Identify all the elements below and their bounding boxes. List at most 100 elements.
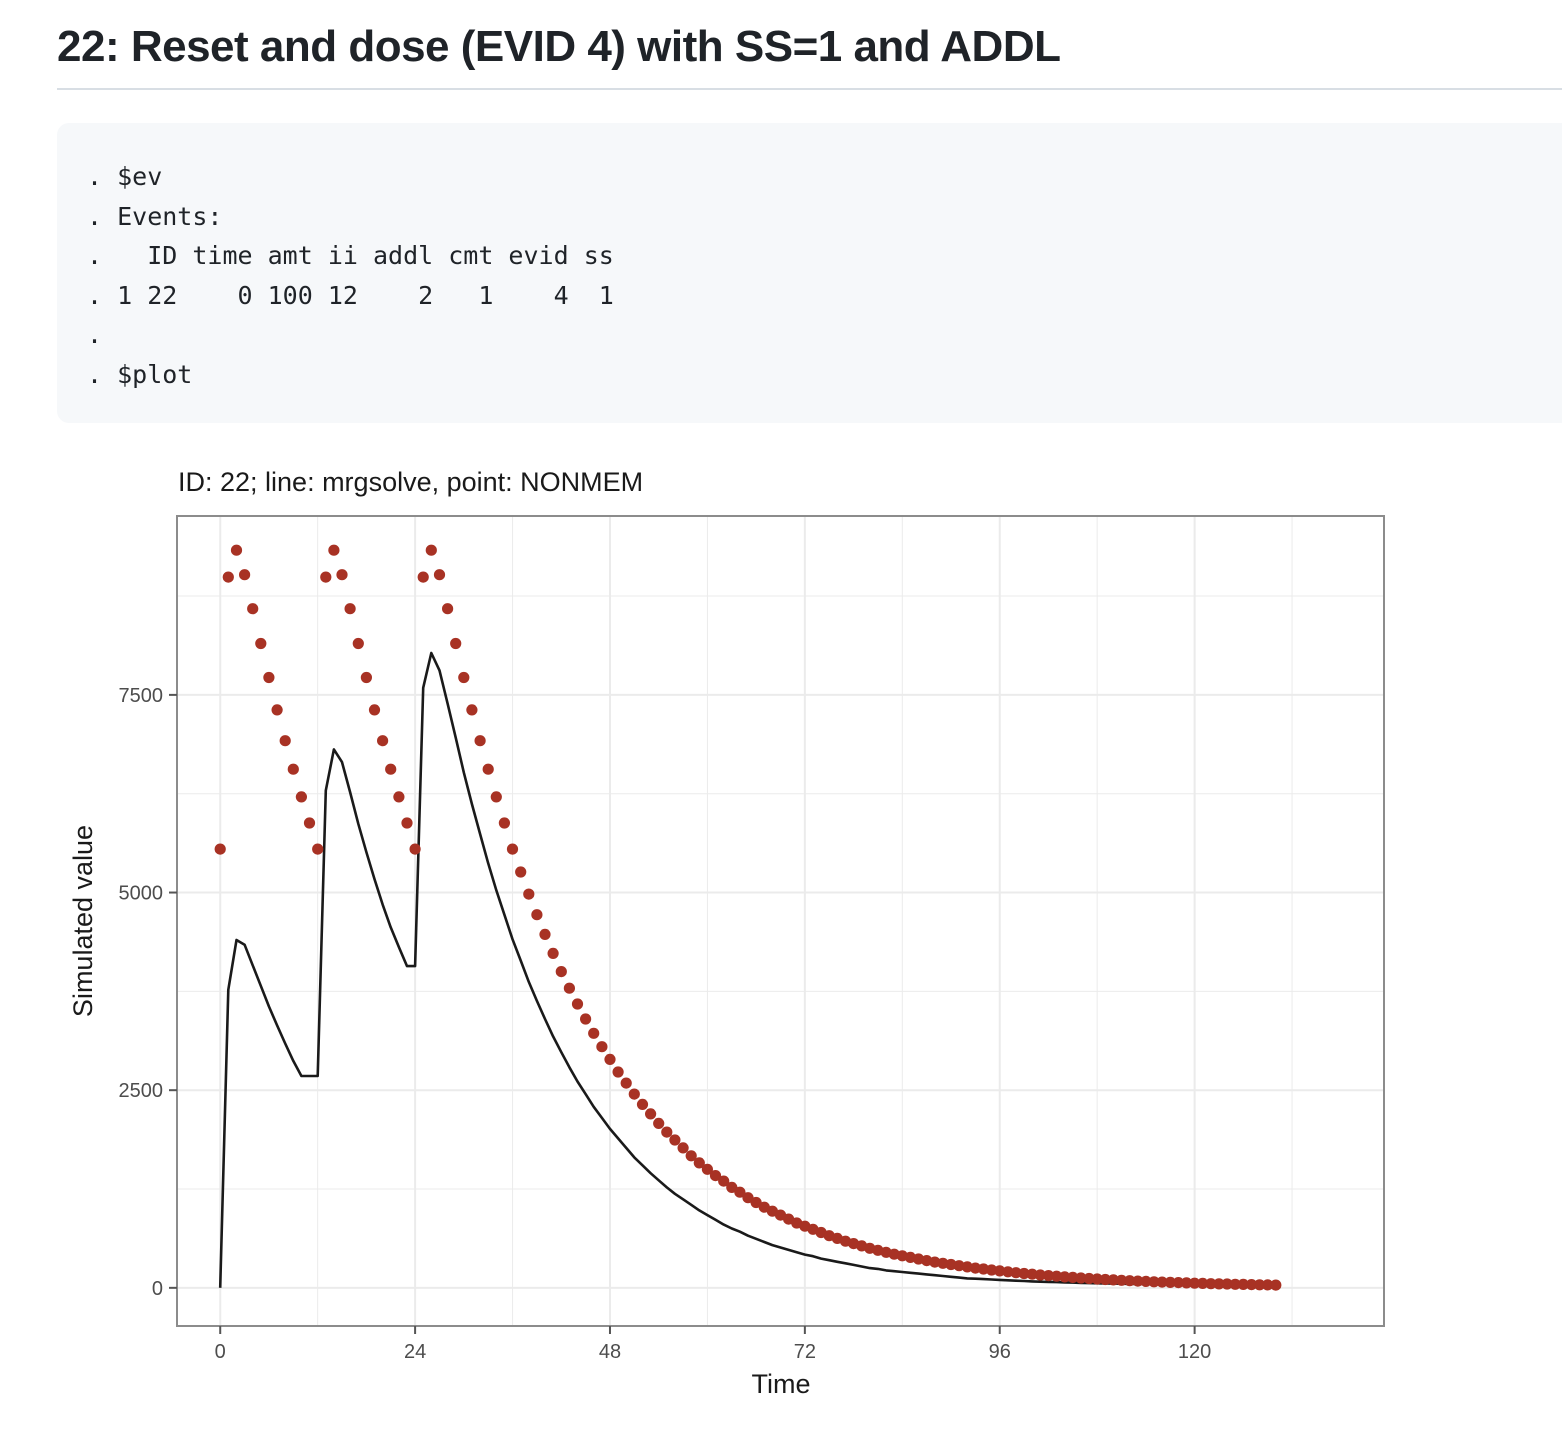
nonmem-point [303, 817, 316, 829]
y-tick-label: 7500 [119, 685, 164, 707]
nonmem-point [1067, 1271, 1079, 1283]
nonmem-point [986, 1264, 998, 1276]
nonmem-point [693, 1157, 705, 1169]
code-line: . 1 22 0 100 12 2 1 4 1 [87, 280, 614, 310]
nonmem-point [1172, 1277, 1184, 1289]
nonmem-point [214, 843, 226, 855]
nonmem-point [490, 791, 502, 803]
nonmem-point [604, 1053, 616, 1065]
nonmem-point [401, 817, 413, 829]
nonmem-point [312, 843, 324, 855]
y-tick-label: 0 [152, 1278, 163, 1300]
x-tick-label: 0 [215, 1341, 226, 1363]
nonmem-point [498, 817, 510, 829]
nonmem-point [1180, 1277, 1193, 1289]
nonmem-point [1010, 1267, 1022, 1279]
nonmem-point [1042, 1270, 1055, 1282]
nonmem-point [571, 998, 584, 1010]
nonmem-point [1002, 1266, 1014, 1278]
code-line: . [87, 320, 103, 350]
nonmem-point [368, 704, 381, 716]
nonmem-point [718, 1175, 730, 1187]
nonmem-point [263, 671, 275, 684]
nonmem-points-layer [214, 544, 1282, 1291]
nonmem-point [1115, 1274, 1128, 1286]
y-tick-label: 5000 [119, 883, 164, 905]
nonmem-point [1229, 1278, 1241, 1290]
nonmem-point [1156, 1276, 1168, 1288]
nonmem-point [636, 1098, 649, 1110]
nonmem-point [661, 1126, 673, 1138]
nonmem-point [271, 704, 283, 716]
code-output-block: . $ev . Events: . ID time amt ii addl cm… [57, 123, 1562, 423]
nonmem-point [328, 544, 340, 556]
nonmem-point [287, 763, 299, 775]
nonmem-point [653, 1117, 665, 1129]
nonmem-point [750, 1196, 762, 1209]
nonmem-point [247, 603, 259, 615]
y-tick-label: 2500 [119, 1080, 164, 1102]
nonmem-point [1270, 1279, 1282, 1291]
nonmem-point [352, 637, 364, 650]
nonmem-point [425, 544, 437, 556]
nonmem-point [1026, 1268, 1038, 1280]
nonmem-point [1107, 1274, 1119, 1286]
nonmem-point [1237, 1278, 1249, 1290]
nonmem-point [563, 982, 576, 994]
nonmem-point [677, 1142, 689, 1154]
code-output: . $ev . Events: . ID time amt ii addl cm… [87, 157, 1562, 395]
nonmem-point [523, 888, 535, 900]
chart-title: ID: 22; line: mrgsolve, point: NONMEM [178, 467, 643, 497]
x-tick-label: 120 [1178, 1341, 1211, 1363]
nonmem-point [1083, 1272, 1095, 1285]
nonmem-point [709, 1170, 722, 1182]
nonmem-point [596, 1041, 608, 1053]
nonmem-point [336, 569, 348, 581]
nonmem-point [458, 671, 470, 684]
nonmem-point [409, 843, 421, 855]
nonmem-point [734, 1186, 746, 1198]
nonmem-point [279, 735, 291, 747]
nonmem-point [701, 1163, 714, 1175]
chart: ID: 22; line: mrgsolve, point: NONMEM 0 2… [68, 467, 1385, 1399]
nonmem-point [474, 735, 486, 747]
nonmem-point [466, 704, 478, 716]
nonmem-point [515, 866, 527, 878]
nonmem-point [377, 735, 389, 747]
nonmem-point [531, 909, 543, 921]
nonmem-point [726, 1181, 738, 1193]
nonmem-point [1221, 1278, 1233, 1290]
x-axis-label: Time [752, 1369, 811, 1399]
nonmem-point [547, 947, 559, 959]
code-line: . ID time amt ii addl cmt evid ss [87, 241, 614, 271]
nonmem-point [1099, 1273, 1111, 1286]
nonmem-point [1075, 1272, 1087, 1284]
nonmem-point [230, 544, 243, 556]
nonmem-point [1051, 1270, 1063, 1282]
x-axis: 0 24 48 72 96 120 [215, 1326, 1211, 1363]
nonmem-point [539, 928, 551, 940]
x-tick-label: 24 [404, 1341, 426, 1363]
nonmem-point [580, 1013, 592, 1025]
nonmem-point [1205, 1278, 1217, 1290]
nonmem-point [612, 1066, 624, 1078]
nonmem-point [482, 763, 494, 775]
nonmem-point [669, 1134, 681, 1146]
nonmem-point [628, 1088, 640, 1100]
x-tick-label: 48 [599, 1341, 621, 1363]
code-line: . Events: [87, 201, 223, 231]
nonmem-point [742, 1192, 754, 1204]
y-axis-label: Simulated value [68, 825, 98, 1017]
nonmem-point [994, 1265, 1006, 1277]
plot-figure: ID: 22; line: mrgsolve, point: NONMEM 0 2… [0, 440, 1420, 1425]
section-heading: 22: Reset and dose (EVID 4) with SS=1 an… [57, 18, 1562, 90]
nonmem-point [1059, 1271, 1071, 1283]
nonmem-point [1262, 1279, 1274, 1291]
nonmem-point [1254, 1279, 1266, 1291]
nonmem-point [1148, 1276, 1160, 1288]
nonmem-point [222, 571, 234, 583]
x-tick-label: 96 [989, 1341, 1011, 1363]
nonmem-point [645, 1108, 657, 1120]
nonmem-point [685, 1150, 697, 1162]
page-title: 22: Reset and dose (EVID 4) with SS=1 an… [57, 22, 1061, 71]
